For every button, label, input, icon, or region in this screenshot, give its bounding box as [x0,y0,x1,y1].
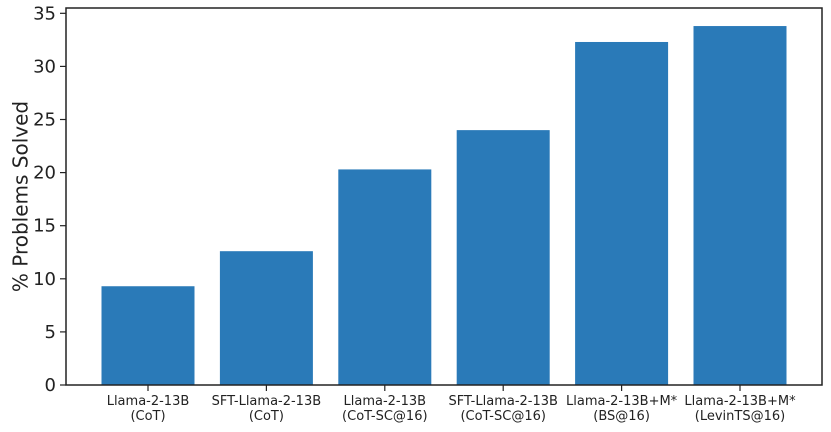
bar-2 [338,169,432,385]
x-tick-label-5-0: Llama-2-13B+M* [684,394,796,409]
bar-4 [575,41,669,386]
y-tick-label-0: 0 [45,375,56,396]
y-tick-label-30: 30 [33,56,56,77]
bar-5 [693,26,787,385]
x-axis: Llama-2-13B(CoT)SFT-Llama-2-13B(CoT)Llam… [107,385,796,424]
y-tick-label-10: 10 [33,269,56,290]
bar-0 [101,286,195,385]
x-tick-label-5-1: (LevinTS@16) [695,409,785,424]
bar-1 [219,251,313,385]
x-tick-label-2-0: Llama-2-13B [344,394,427,409]
bars [101,26,787,386]
x-tick-label-3-0: SFT-Llama-2-13B [448,394,558,409]
x-tick-label-0-1: (CoT) [130,409,165,424]
x-tick-label-1-0: SFT-Llama-2-13B [212,394,322,409]
x-tick-label-4-0: Llama-2-13B+M* [566,394,678,409]
x-tick-label-3-1: (CoT-SC@16) [460,409,545,424]
y-axis-label: % Problems Solved [9,101,33,292]
y-tick-label-15: 15 [33,216,56,237]
x-tick-label-4-1: (BS@16) [593,409,650,424]
y-tick-label-20: 20 [33,163,56,184]
x-tick-label-1-1: (CoT) [249,409,284,424]
y-tick-label-5: 5 [45,322,56,343]
bar-3 [456,130,550,385]
y-tick-label-25: 25 [33,110,56,131]
x-tick-label-0-0: Llama-2-13B [107,394,190,409]
y-tick-label-35: 35 [33,3,56,24]
x-tick-label-2-1: (CoT-SC@16) [342,409,427,424]
y-axis: 0 5 10 15 20 25 30 35 [33,3,66,396]
plot-frame [65,7,823,386]
